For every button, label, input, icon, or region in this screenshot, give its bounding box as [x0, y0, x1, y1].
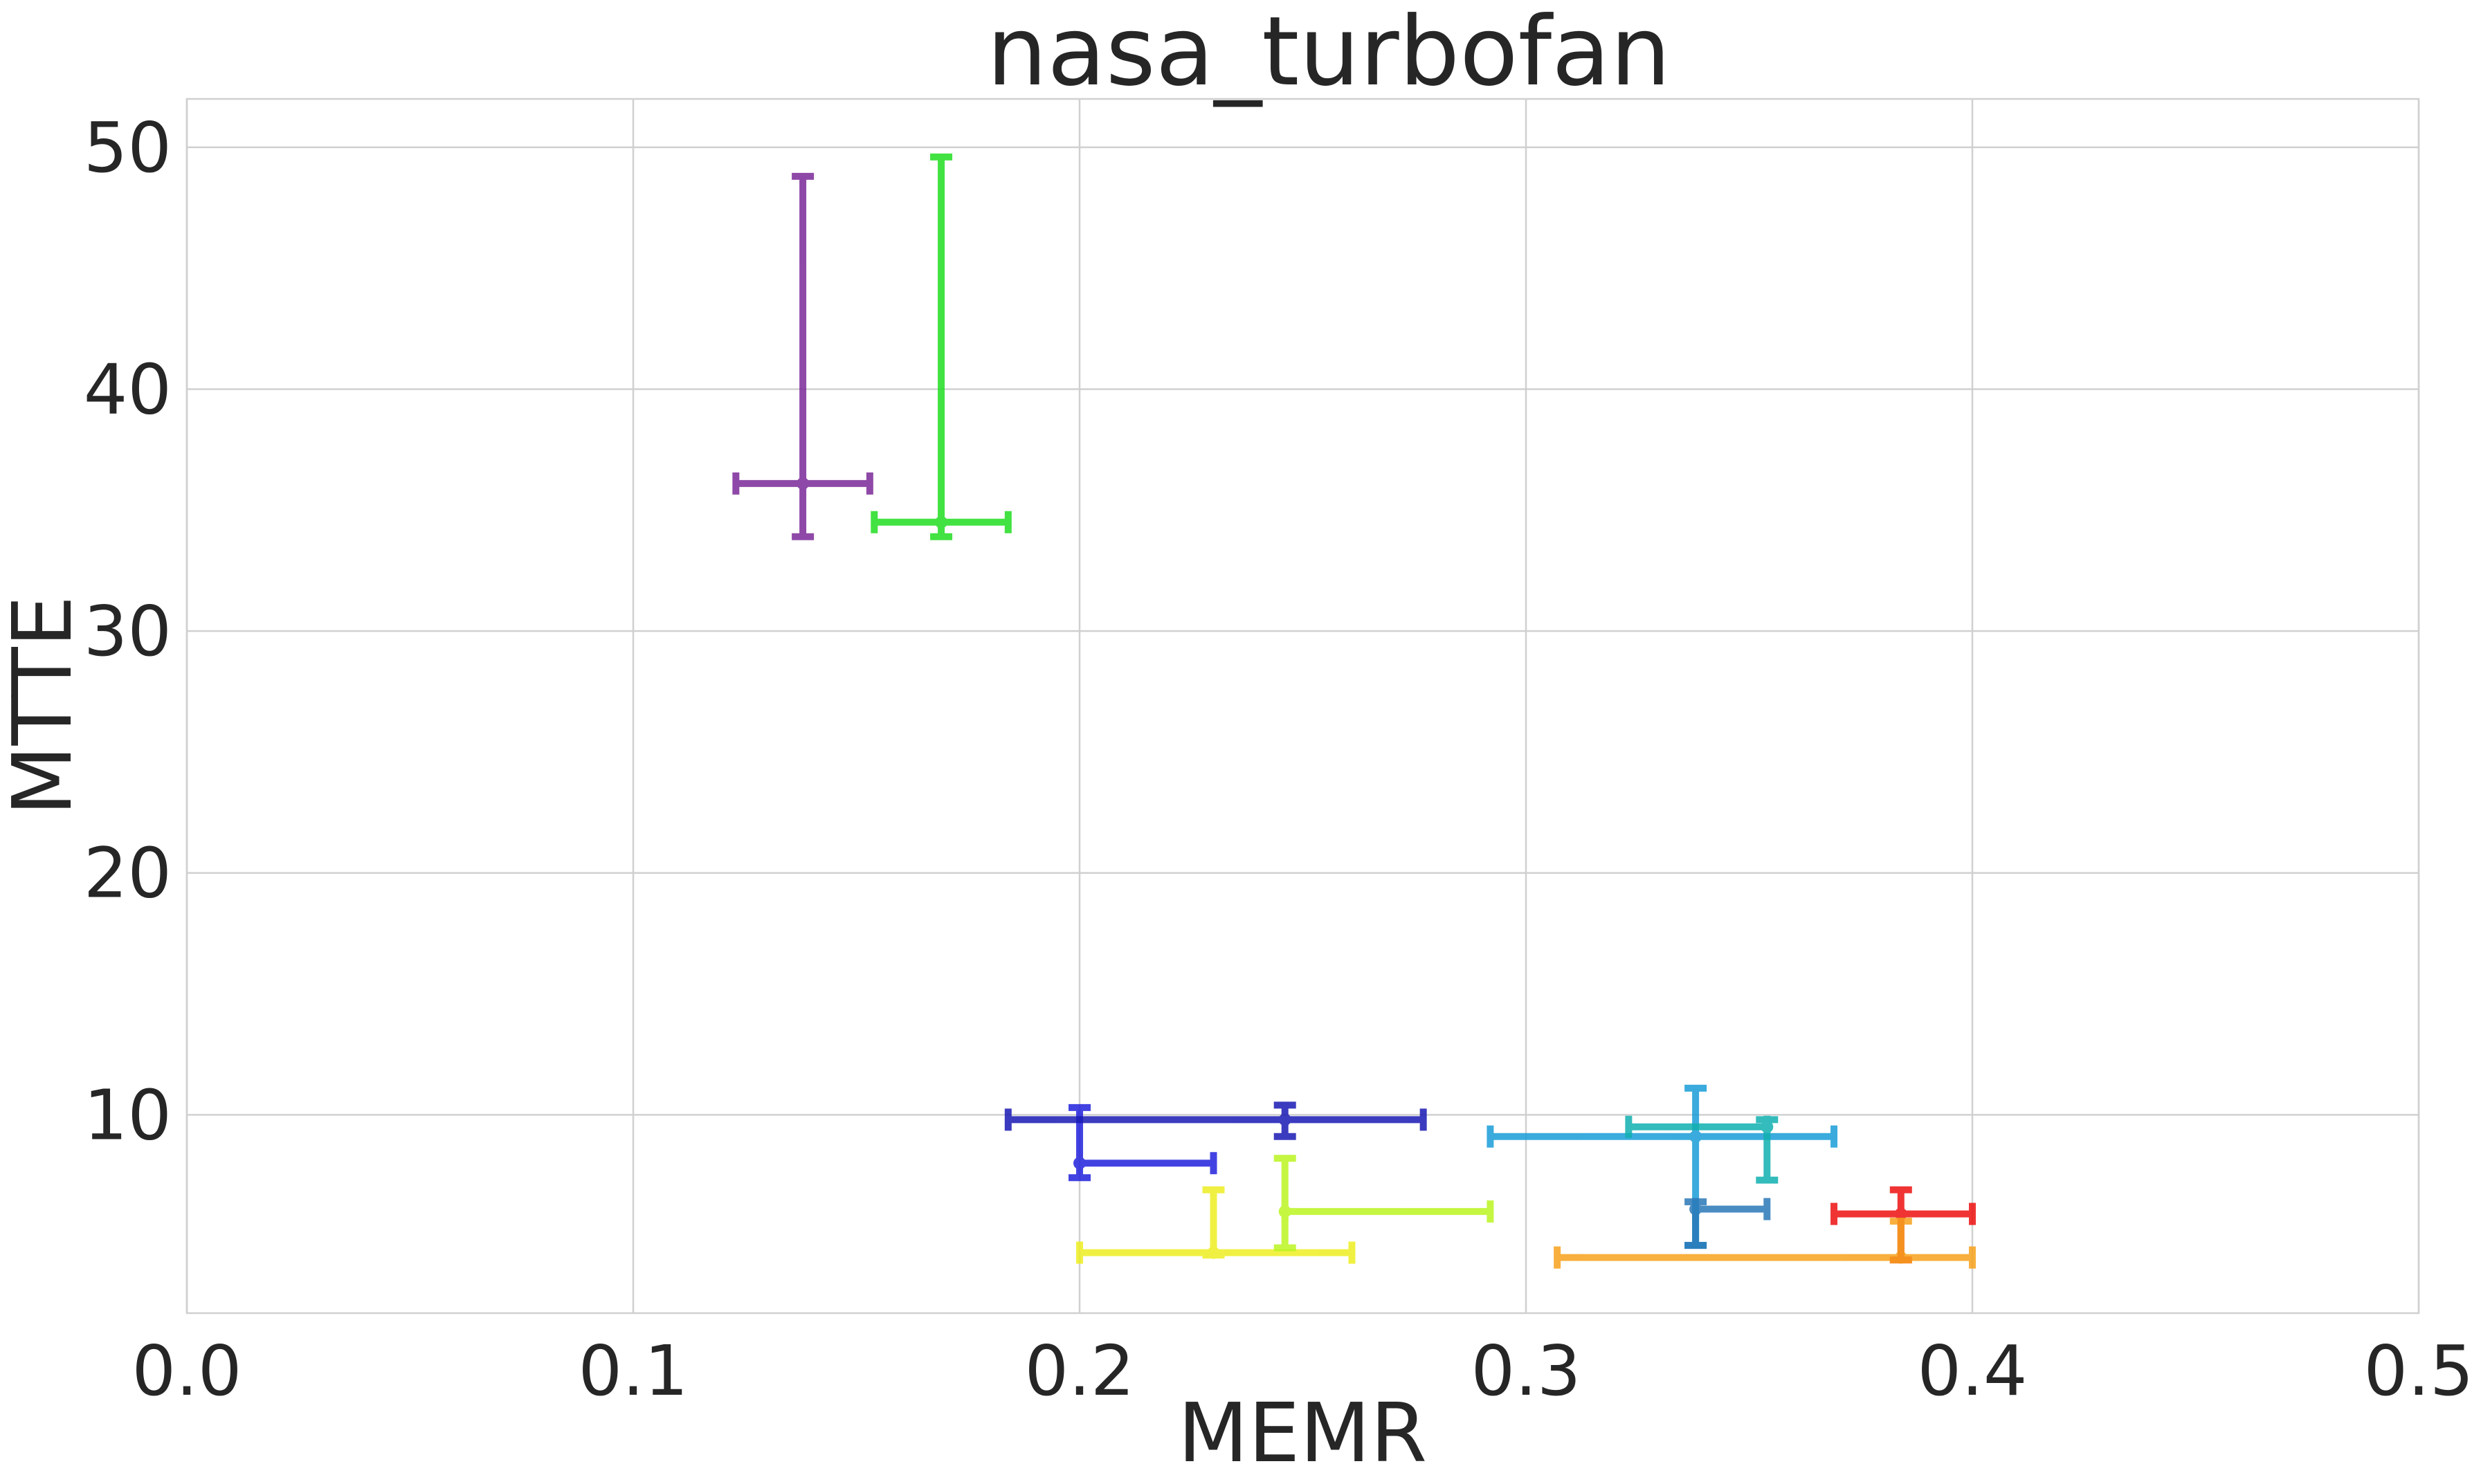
x-tick-label: 0.2	[1024, 1330, 1134, 1411]
x-tick-label: 0.5	[2363, 1330, 2473, 1411]
y-tick-label: 30	[84, 591, 172, 672]
data-point-marker	[1689, 1130, 1702, 1143]
x-axis-title: MEMR	[1178, 1385, 1427, 1481]
data-point-marker	[1073, 1157, 1086, 1170]
error-bar-point	[1004, 1101, 1427, 1140]
error-bar-point	[871, 153, 1012, 540]
error-bar-point	[1273, 1155, 1494, 1252]
data-point-marker	[1278, 1113, 1291, 1126]
x-tick-label: 0.0	[131, 1330, 242, 1411]
data-point-marker	[935, 515, 948, 529]
data-point-marker	[1761, 1120, 1774, 1133]
data-point-marker	[1689, 1202, 1702, 1216]
x-tick-label: 0.3	[1471, 1330, 1581, 1411]
y-tick-label: 40	[84, 349, 172, 430]
error-bar-point	[1554, 1218, 1976, 1269]
error-bar-point	[1487, 1084, 1838, 1249]
y-tick-label: 10	[84, 1074, 172, 1155]
chart-title: nasa_turbofan	[987, 0, 1671, 107]
data-point-marker	[1278, 1205, 1291, 1218]
y-axis-title: MTTE	[0, 596, 90, 816]
plot-frame	[185, 98, 2420, 1314]
gridlines	[185, 99, 2420, 1313]
data-point-marker	[797, 477, 810, 490]
error-bar-point	[1684, 1198, 1771, 1249]
data-points	[732, 153, 1976, 1269]
data-point-marker	[1207, 1246, 1220, 1259]
data-point-marker	[1894, 1251, 1907, 1264]
x-tick-label: 0.4	[1917, 1330, 2027, 1411]
y-tick-label: 20	[84, 833, 172, 914]
error-bar-point	[1076, 1186, 1356, 1264]
error-bar-point	[1625, 1115, 1779, 1184]
data-point-marker	[1894, 1207, 1907, 1220]
tick-labels: 0.0 0.1 0.2 0.3 0.4 0.5 10 20 30 40 50	[84, 107, 2474, 1411]
x-tick-label: 0.1	[578, 1330, 688, 1411]
y-tick-label: 50	[84, 107, 172, 188]
error-bar-point	[732, 172, 873, 540]
